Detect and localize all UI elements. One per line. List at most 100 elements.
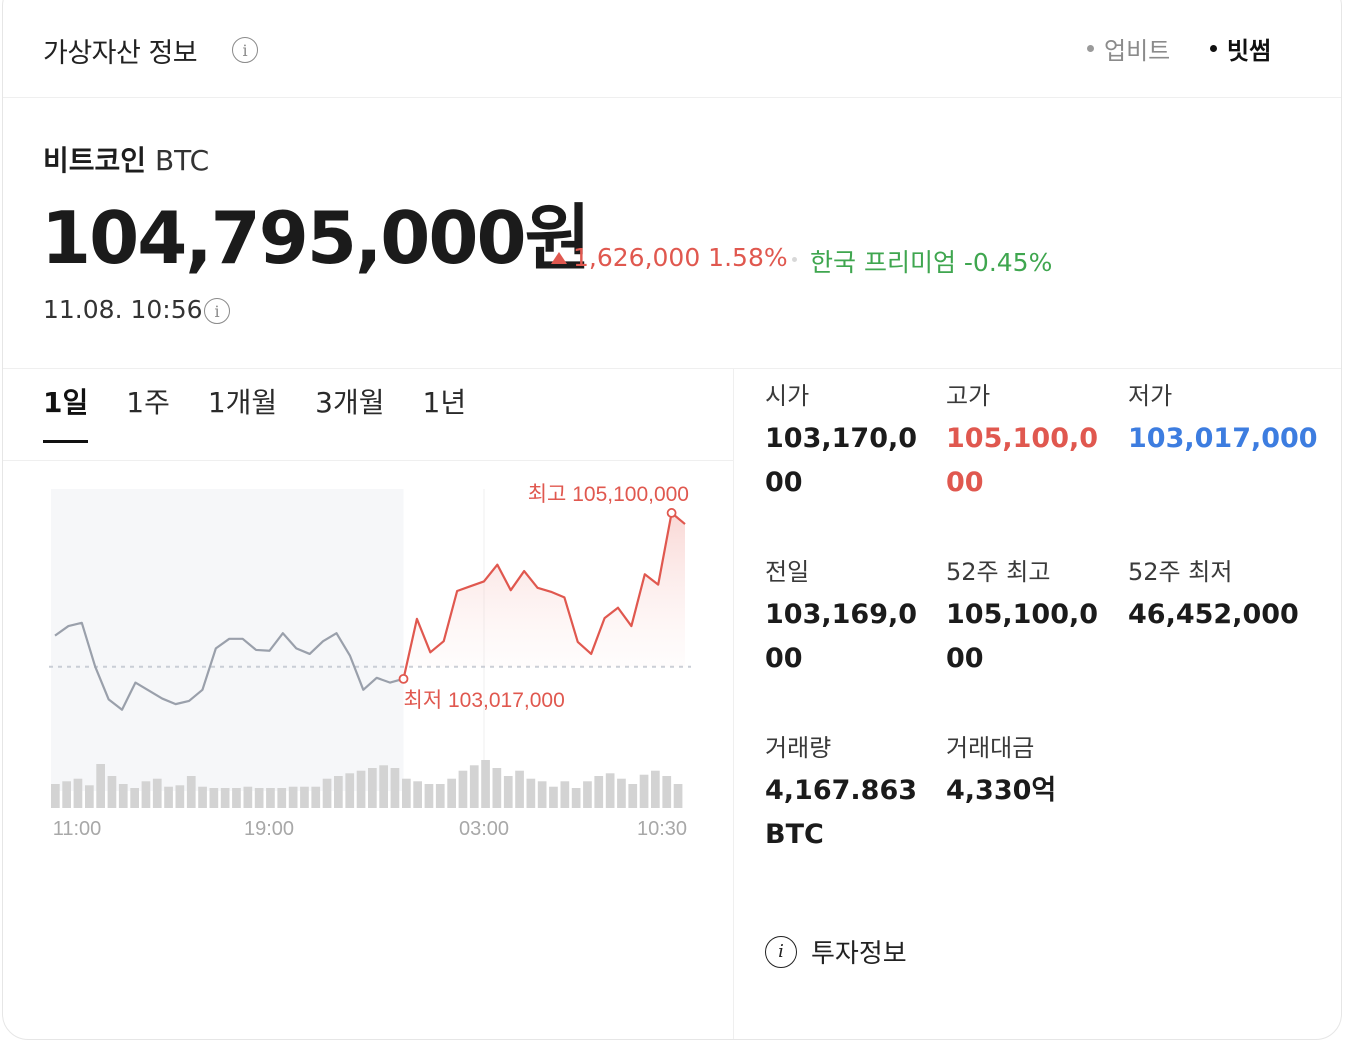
volume-bar <box>85 785 94 808</box>
volume-bar <box>368 768 377 808</box>
source-upbit-tab[interactable]: 업비트 <box>1087 31 1170 66</box>
volume-bar <box>152 778 162 808</box>
card-title: 가상자산 정보 <box>43 38 198 69</box>
coin-korean-name: 비트코인 <box>43 144 147 177</box>
stat-value: 4,330억 <box>946 775 1057 806</box>
volume-bar <box>220 788 230 808</box>
tab-3month[interactable]: 3개월 <box>315 386 385 419</box>
separator-dot <box>792 257 797 262</box>
volume-bar <box>413 781 422 808</box>
volume-bar <box>379 765 388 808</box>
volume-bar <box>458 770 468 808</box>
tabs-divider <box>3 460 733 461</box>
price-timestamp: 11.08. 10:56 <box>43 295 203 324</box>
stat-label: 거래량 <box>765 734 832 762</box>
volume-bar <box>673 784 683 808</box>
source-bithumb-label: 빗썸 <box>1227 37 1272 65</box>
volume-bar <box>662 776 672 808</box>
volume-bar <box>560 781 570 808</box>
volume-bar <box>186 776 196 808</box>
volume-bar <box>469 765 479 808</box>
stat-high: 고가 105,100,000 <box>946 376 1116 505</box>
volume-bar <box>62 781 71 808</box>
price-chart[interactable]: 최고 105,100,000 최저 103,017,000 11:00 19:00 03… <box>3 461 733 881</box>
volume-bar <box>356 770 366 808</box>
tab-1day[interactable]: 1일 <box>43 381 89 443</box>
volume-bar <box>628 784 638 808</box>
volume-bar <box>130 788 139 808</box>
low-marker <box>398 673 409 684</box>
stat-label: 시가 <box>765 382 810 410</box>
volume-bar <box>277 788 287 808</box>
volume-bar <box>424 784 434 808</box>
volume-bar <box>571 788 581 808</box>
stat-value: 105,100,000 <box>946 599 1099 674</box>
volume-bar <box>503 776 513 808</box>
header-divider <box>3 97 1341 98</box>
volume-bar <box>198 786 207 808</box>
price-change: 1,626,000 1.58% <box>551 243 788 272</box>
volume-bar <box>651 770 660 808</box>
volume-bar <box>107 776 117 808</box>
volume-bar <box>334 776 343 808</box>
volume-bar <box>605 773 615 808</box>
x-tick-label: 11:00 <box>53 818 102 840</box>
volume-bar <box>266 788 275 808</box>
stat-value: 46,452,000 <box>1128 599 1299 630</box>
invest-info-label: 투자정보 <box>811 939 907 969</box>
volume-bar <box>51 784 60 808</box>
coin-symbol: BTC <box>154 144 210 177</box>
today-price-line <box>402 511 686 680</box>
source-bithumb-tab[interactable]: 빗썸 <box>1210 31 1271 66</box>
volume-bar <box>435 784 445 808</box>
past-price-line <box>54 621 404 711</box>
high-label: 최고 105,100,000 <box>528 483 689 506</box>
volume-bar <box>311 786 321 808</box>
stat-prev-close: 전일 103,169,000 <box>765 552 935 681</box>
volume-bar <box>141 781 151 808</box>
stat-amount: 거래대금 4,330억 <box>946 728 1116 813</box>
info-icon[interactable]: i <box>232 37 258 63</box>
volume-bar <box>481 760 490 808</box>
source-upbit-label: 업비트 <box>1104 37 1171 65</box>
stat-52w-high: 52주 최고 105,100,000 <box>946 552 1116 681</box>
volume-bar <box>96 764 105 808</box>
volume-bar <box>639 774 649 808</box>
volume-bar <box>288 786 298 808</box>
stat-volume: 거래량 4,167.863 BTC <box>765 728 935 857</box>
volume-bar <box>300 786 309 808</box>
stat-label: 거래대금 <box>946 734 1035 762</box>
volume-bar <box>492 768 502 808</box>
volume-bar <box>322 778 332 808</box>
volume-bar <box>526 778 536 808</box>
coin-name: 비트코인 BTC <box>43 139 209 179</box>
volume-bar <box>390 768 400 808</box>
current-price: 104,795,000원 <box>41 196 591 280</box>
x-tick-label: 03:00 <box>459 818 509 840</box>
info-icon[interactable]: i <box>204 298 230 324</box>
period-tabs: 1일 1주 1개월 3개월 1년 <box>43 381 466 443</box>
tab-1week[interactable]: 1주 <box>126 386 170 419</box>
volume-bar <box>243 786 253 808</box>
tab-1month[interactable]: 1개월 <box>207 386 278 419</box>
stat-label: 전일 <box>765 558 810 586</box>
volume-bar <box>594 776 604 808</box>
stat-value: 103,017,000 <box>1128 423 1318 454</box>
stat-label: 52주 최저 <box>1128 558 1233 586</box>
price-change-value: 1,626,000 1.58% <box>573 243 788 272</box>
bullet-icon <box>1210 45 1217 52</box>
volume-bar <box>209 788 219 808</box>
up-triangle-icon <box>551 251 567 264</box>
low-label: 최저 103,017,000 <box>404 689 565 712</box>
tab-1year[interactable]: 1년 <box>422 386 467 419</box>
volume-bar <box>617 778 626 808</box>
volume-bar <box>73 778 83 808</box>
stat-value: 4,167.863 BTC <box>765 775 918 850</box>
volume-bar <box>254 788 264 808</box>
volume-bar <box>402 778 411 808</box>
stat-low: 저가 103,017,000 <box>1128 376 1318 461</box>
invest-info-link[interactable]: i 투자정보 <box>765 933 907 970</box>
volume-bar <box>175 785 185 808</box>
volume-bar <box>447 778 456 808</box>
info-icon: i <box>765 935 797 968</box>
